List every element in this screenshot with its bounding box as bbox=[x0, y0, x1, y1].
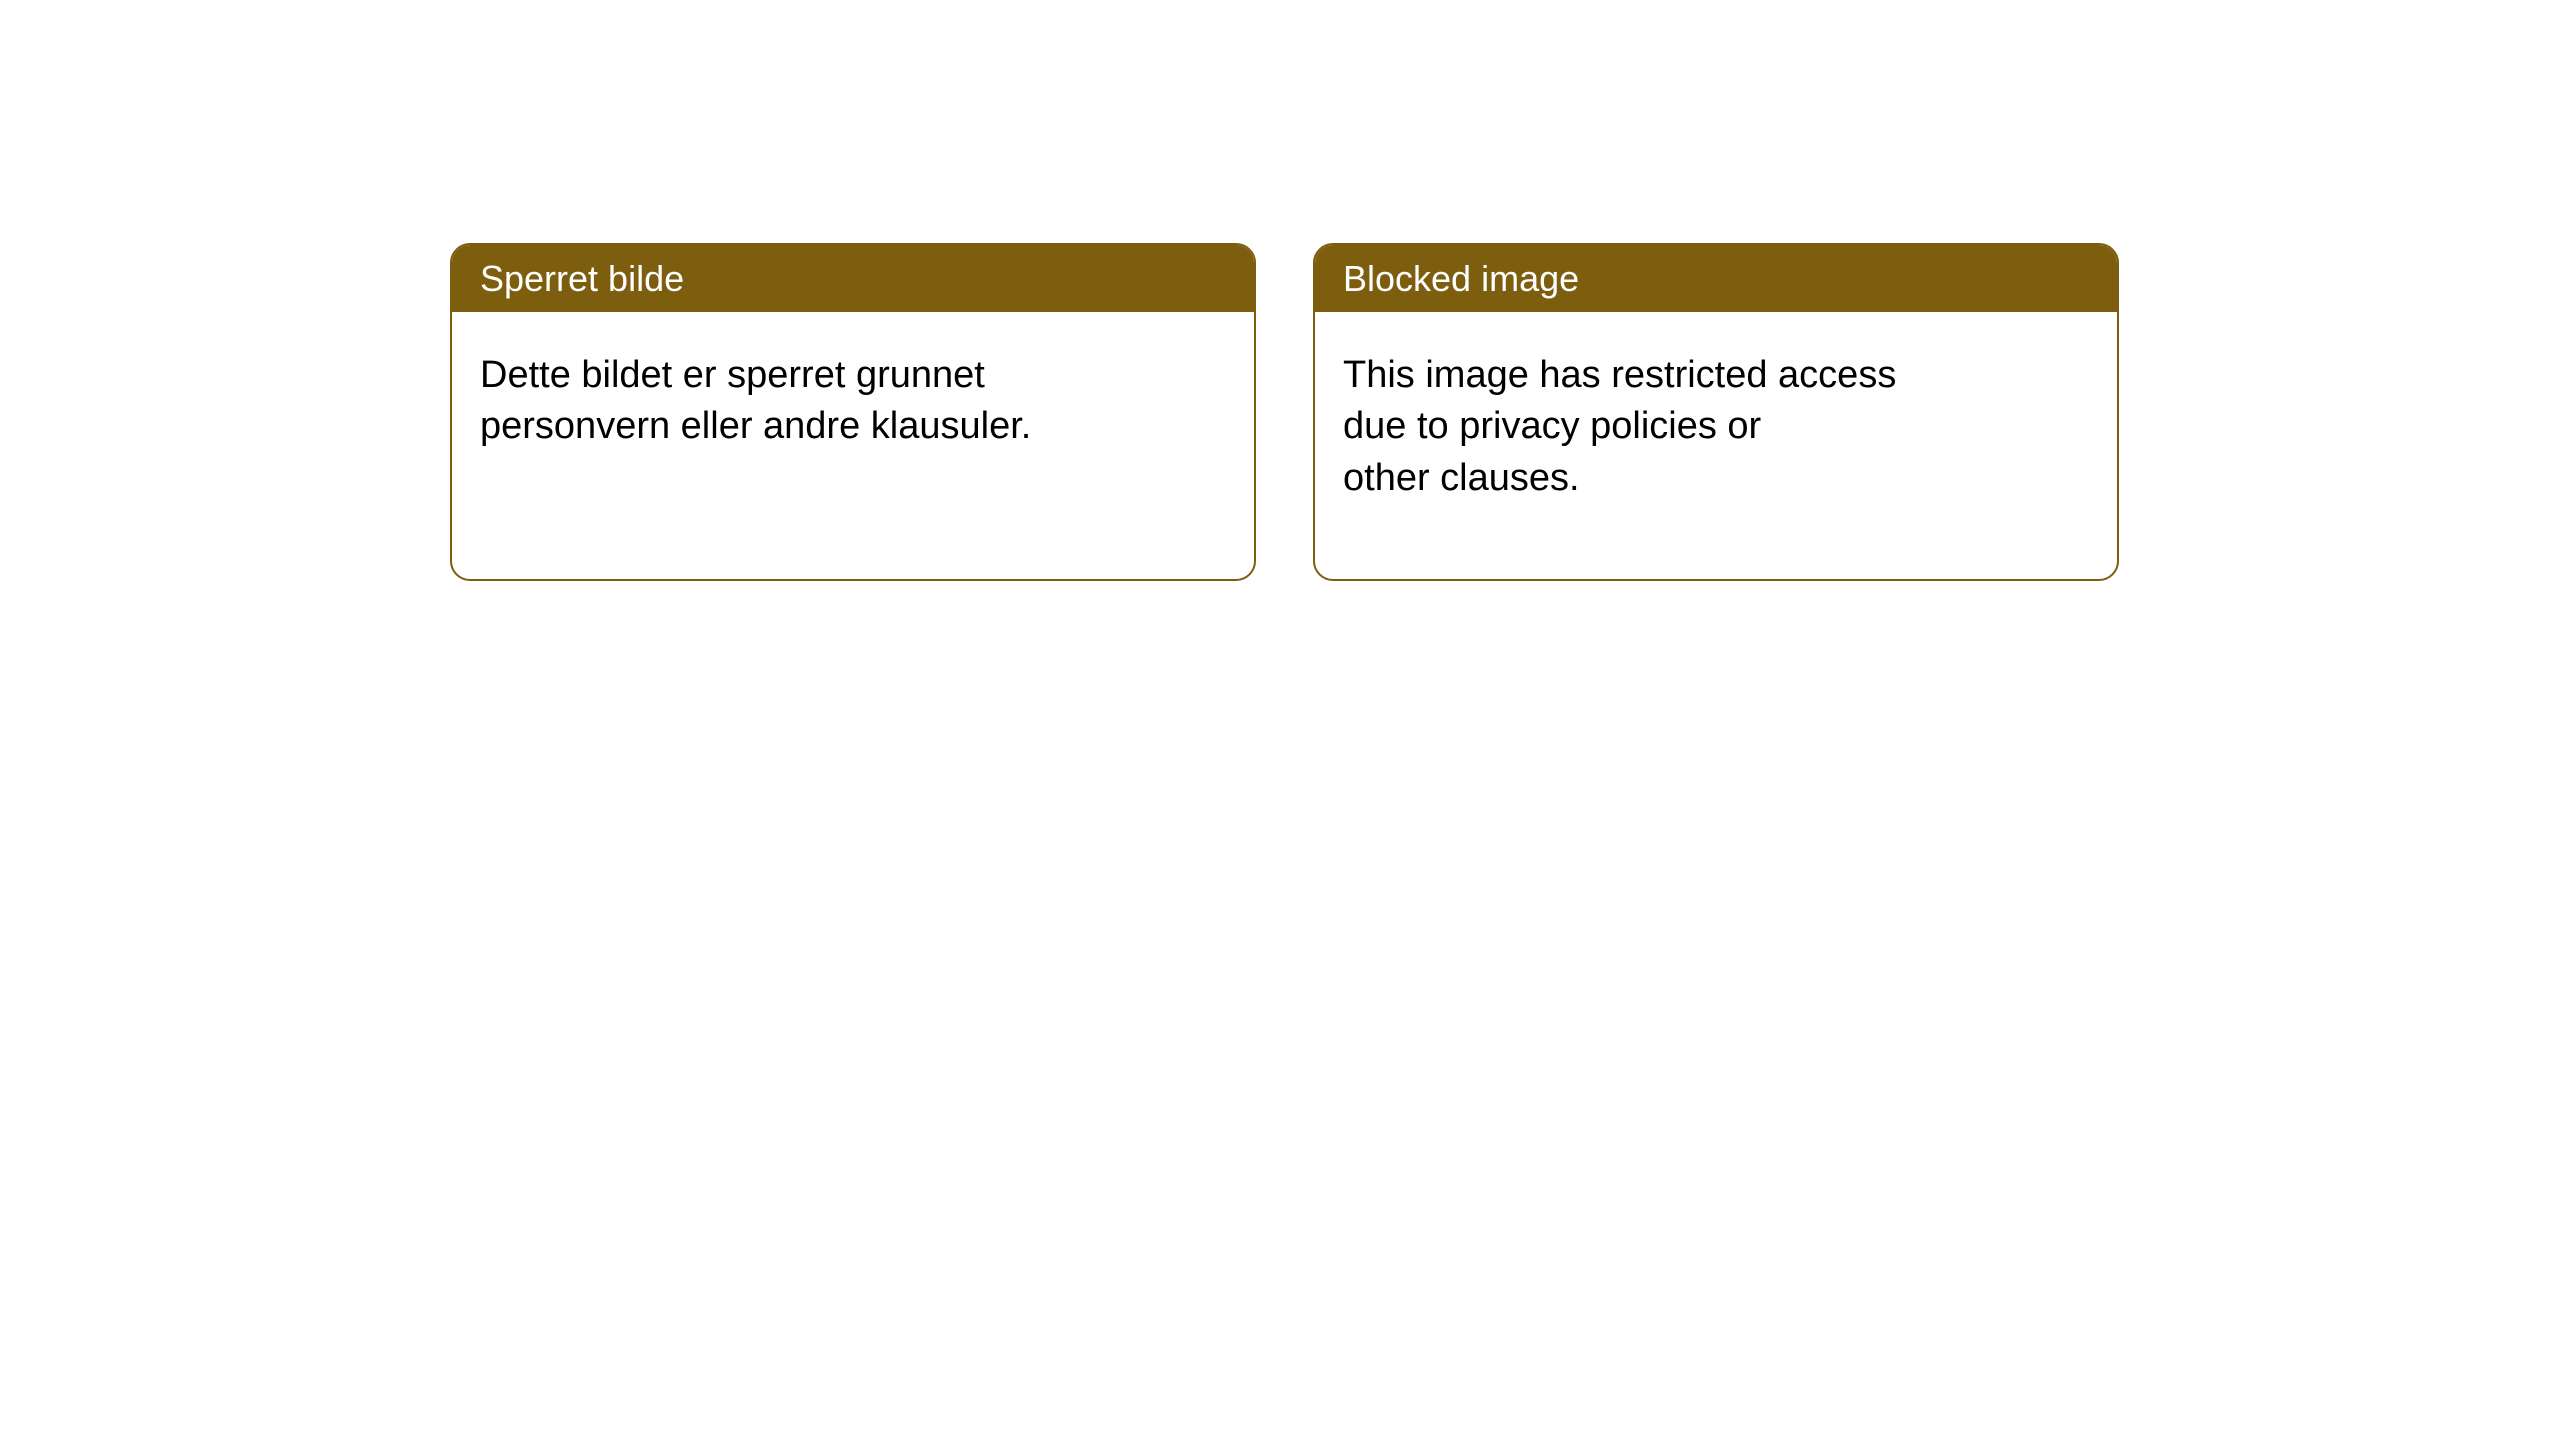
notice-title-english: Blocked image bbox=[1315, 245, 2117, 312]
notice-card-norwegian: Sperret bilde Dette bildet er sperret gr… bbox=[450, 243, 1256, 581]
notice-title-norwegian: Sperret bilde bbox=[452, 245, 1254, 312]
notice-body-norwegian: Dette bildet er sperret grunnet personve… bbox=[452, 312, 1254, 491]
notice-body-english: This image has restricted access due to … bbox=[1315, 312, 2117, 542]
notice-container: Sperret bilde Dette bildet er sperret gr… bbox=[0, 0, 2560, 581]
notice-card-english: Blocked image This image has restricted … bbox=[1313, 243, 2119, 581]
